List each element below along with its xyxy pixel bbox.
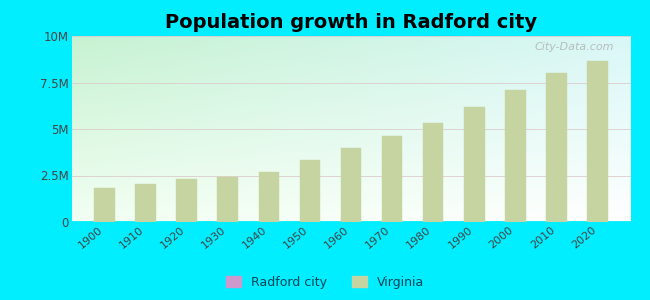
Bar: [135, 184, 156, 222]
Bar: [505, 90, 526, 222]
Bar: [94, 188, 114, 222]
Bar: [341, 148, 361, 222]
Bar: [217, 177, 238, 222]
Bar: [588, 61, 608, 222]
Bar: [382, 136, 402, 222]
Legend: Radford city, Virginia: Radford city, Virginia: [221, 271, 429, 294]
Bar: [423, 122, 443, 222]
Bar: [300, 160, 320, 222]
Bar: [464, 107, 485, 222]
Bar: [176, 179, 197, 222]
Text: City-Data.com: City-Data.com: [534, 42, 614, 52]
Bar: [259, 172, 279, 222]
Bar: [546, 73, 567, 222]
Title: Population growth in Radford city: Population growth in Radford city: [165, 13, 537, 32]
